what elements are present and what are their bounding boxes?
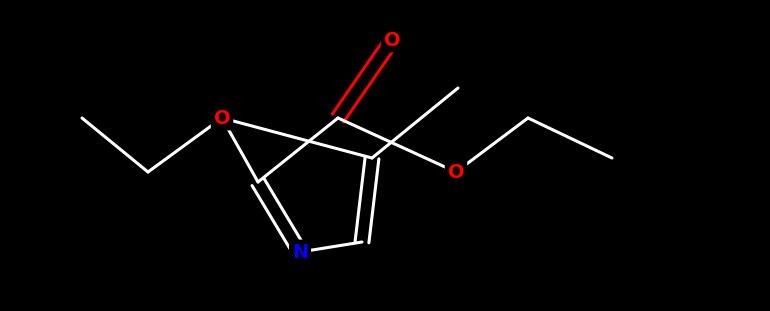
Text: O: O (447, 163, 464, 182)
Text: O: O (214, 109, 230, 128)
Text: O: O (383, 30, 400, 49)
Text: N: N (292, 243, 308, 262)
